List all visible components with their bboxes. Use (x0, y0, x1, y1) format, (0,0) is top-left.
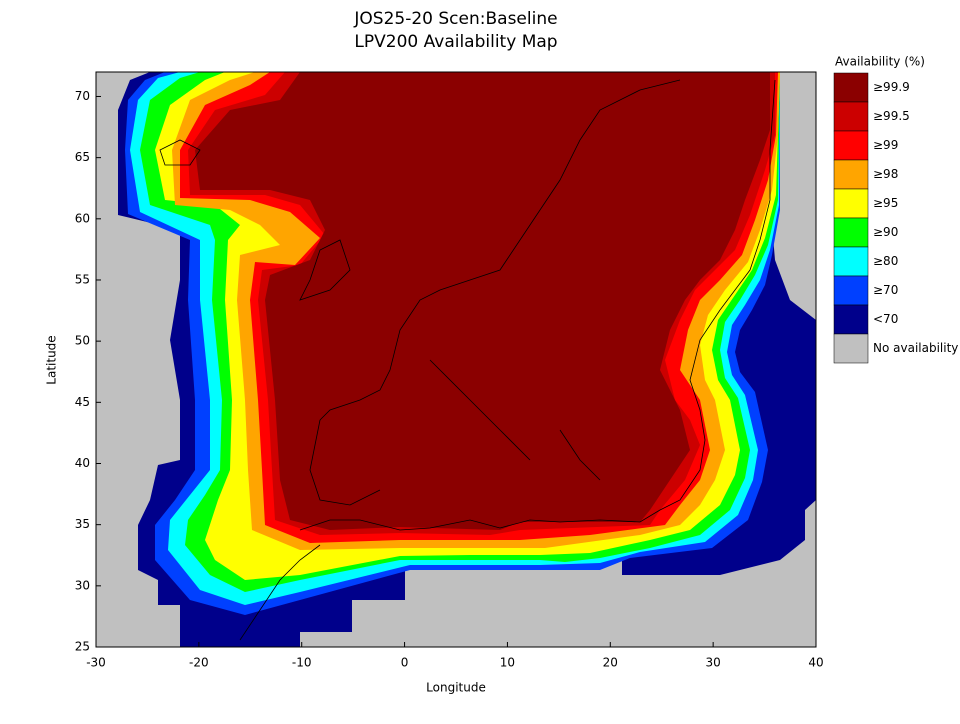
y-tick-label: 40 (75, 456, 90, 470)
legend-swatch (833, 159, 869, 190)
legend-swatch (833, 72, 869, 103)
coastline (159, 79, 776, 641)
y-tick-label: 30 (75, 578, 90, 592)
legend-swatch (833, 275, 869, 306)
plot-frame (95, 71, 817, 648)
y-tick-label: 25 (75, 640, 90, 654)
legend-swatch (833, 333, 869, 364)
x-tick-label: 10 (500, 656, 515, 670)
legend-label: ≥90 (873, 225, 898, 239)
x-tick-label: 20 (603, 656, 618, 670)
x-tick-label: -20 (189, 656, 209, 670)
legend-swatch (833, 130, 869, 161)
legend-swatch (833, 304, 869, 335)
y-axis-label: Latitude (45, 335, 59, 384)
y-tick-label: 50 (75, 334, 90, 348)
y-tick-label: 45 (75, 395, 90, 409)
y-tick-label: 70 (75, 89, 90, 103)
axes: -30 -20 -10 0 10 20 30 40 25 30 35 40 45 50 55 60 65 70 (75, 71, 824, 670)
legend-label: ≥99.9 (873, 80, 910, 94)
legend-label: ≥80 (873, 254, 898, 268)
legend-title: Availability (%) (835, 55, 925, 69)
x-tick-label: 30 (706, 656, 721, 670)
x-tick-label: -30 (86, 656, 106, 670)
chart-title: LPV200 Availability Map (354, 32, 557, 52)
x-tick-label: 40 (808, 656, 823, 670)
y-tick-label: 35 (75, 517, 90, 531)
x-axis-label: Longitude (426, 681, 486, 695)
chart-title: JOS25-20 Scen:Baseline (353, 9, 557, 29)
legend-label: ≥99.5 (873, 109, 910, 123)
availability-zone (195, 72, 770, 530)
legend-label: ≥98 (873, 167, 898, 181)
y-tick-label: 55 (75, 272, 90, 286)
x-tick-label: -10 (292, 656, 312, 670)
map (96, 72, 816, 647)
legend-swatch (833, 101, 869, 132)
y-tick-label: 65 (75, 150, 90, 164)
legend-swatch (833, 188, 869, 219)
legend-label: ≥95 (873, 196, 898, 210)
y-tick-label: 60 (75, 211, 90, 225)
legend-label: ≥99 (873, 138, 898, 152)
legend-label: <70 (873, 312, 898, 326)
legend-label: No availability (873, 341, 958, 355)
x-tick-label: 0 (401, 656, 409, 670)
legend: ≥99.9 ≥99.5 ≥99 ≥98 ≥95 ≥90 ≥80 ≥70 <70 No availa… (833, 72, 958, 364)
legend-swatch (833, 217, 869, 248)
legend-swatch (833, 246, 869, 277)
legend-label: ≥70 (873, 283, 898, 297)
